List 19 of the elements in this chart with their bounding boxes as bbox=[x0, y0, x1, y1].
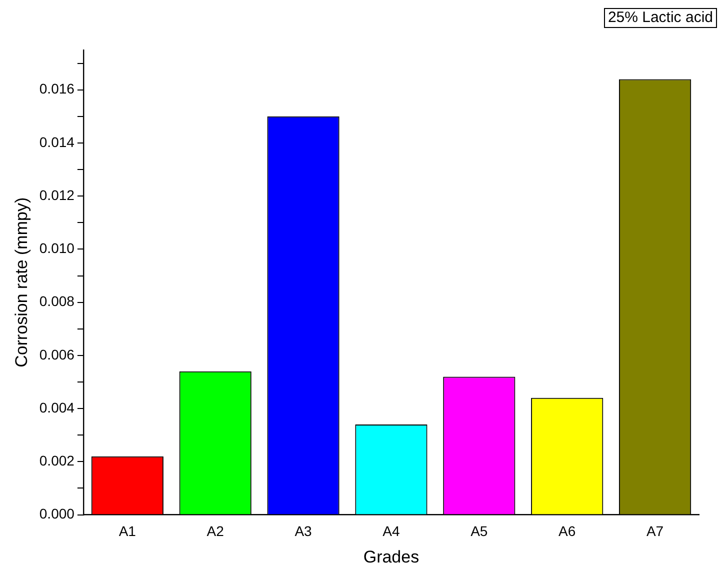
y-tick-label: 0.014 bbox=[39, 134, 75, 150]
y-tick-label: 0.002 bbox=[39, 452, 75, 469]
x-axis-title: Grades bbox=[363, 547, 420, 566]
y-axis-title: Corrosion rate (mmpy) bbox=[12, 197, 31, 368]
y-tick-label: 0.010 bbox=[39, 240, 75, 256]
x-tick-label: A1 bbox=[118, 523, 136, 540]
text: 25% Lactic acid bbox=[604, 8, 717, 28]
x-tick-label: A2 bbox=[206, 523, 224, 540]
y-tick-label: 0.006 bbox=[39, 346, 75, 362]
y-tick-label: 0.012 bbox=[39, 186, 75, 203]
x-tick-label: A6 bbox=[558, 523, 576, 540]
y-tick-label: 0.008 bbox=[39, 293, 75, 310]
x-tick-label: A3 bbox=[294, 523, 312, 540]
x-tick-label: A5 bbox=[470, 523, 488, 540]
x-tick-label: A4 bbox=[382, 523, 400, 540]
y-tick-label: 0.016 bbox=[39, 80, 75, 97]
x-tick-label: A7 bbox=[646, 523, 664, 540]
y-tick-label: 0.004 bbox=[39, 399, 75, 416]
y-tick-label: 0.000 bbox=[39, 506, 75, 522]
